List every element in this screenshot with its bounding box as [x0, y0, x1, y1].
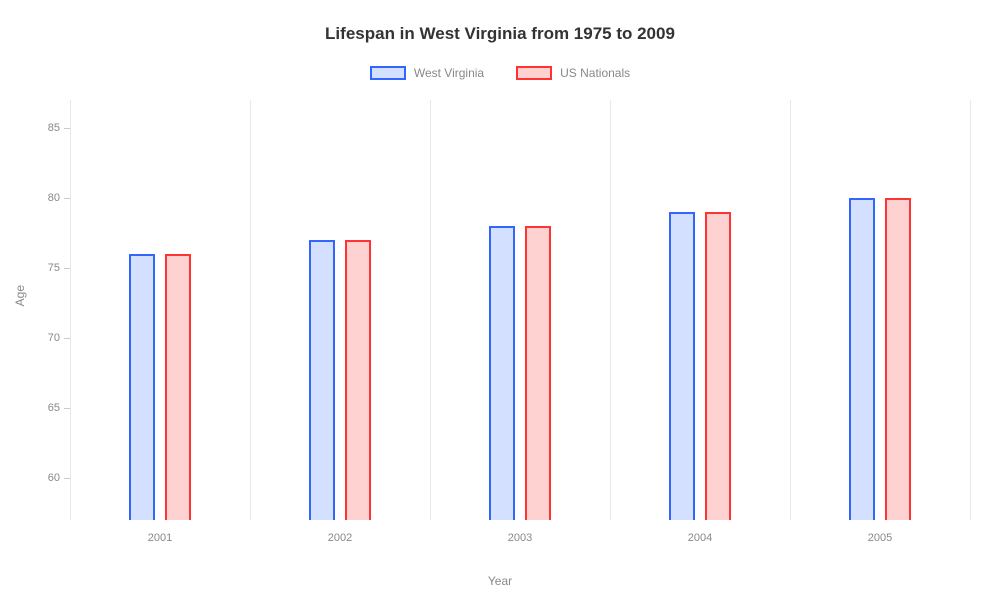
- bar[interactable]: [525, 226, 551, 520]
- y-tick-label: 75: [48, 262, 60, 274]
- y-tick-mark: [64, 198, 70, 199]
- legend-item-wv[interactable]: West Virginia: [370, 66, 484, 80]
- y-tick-label: 60: [48, 472, 60, 484]
- y-tick-mark: [64, 268, 70, 269]
- gridline-v: [790, 100, 791, 520]
- x-tick-label: 2004: [688, 532, 712, 544]
- x-tick-label: 2001: [148, 532, 172, 544]
- y-tick-label: 70: [48, 332, 60, 344]
- gridline-v: [610, 100, 611, 520]
- x-tick-label: 2002: [328, 532, 352, 544]
- x-tick-label: 2003: [508, 532, 532, 544]
- plot-area: 60657075808520012002200320042005: [70, 100, 970, 520]
- gridline-v: [70, 100, 71, 520]
- y-tick-mark: [64, 408, 70, 409]
- legend-label-wv: West Virginia: [414, 66, 484, 80]
- x-tick-label: 2005: [868, 532, 892, 544]
- legend-swatch-wv: [370, 66, 406, 80]
- y-tick-label: 85: [48, 122, 60, 134]
- chart-title: Lifespan in West Virginia from 1975 to 2…: [0, 0, 1000, 44]
- y-tick-label: 80: [48, 192, 60, 204]
- bar[interactable]: [129, 254, 155, 520]
- legend-label-us: US Nationals: [560, 66, 630, 80]
- y-tick-mark: [64, 128, 70, 129]
- bar[interactable]: [885, 198, 911, 520]
- bar[interactable]: [309, 240, 335, 520]
- y-axis-title: Age: [13, 285, 27, 306]
- gridline-v: [250, 100, 251, 520]
- y-tick-mark: [64, 478, 70, 479]
- gridline-v: [430, 100, 431, 520]
- x-axis-title: Year: [488, 574, 512, 588]
- bar[interactable]: [489, 226, 515, 520]
- bar[interactable]: [849, 198, 875, 520]
- bar[interactable]: [165, 254, 191, 520]
- chart-container: Lifespan in West Virginia from 1975 to 2…: [0, 0, 1000, 600]
- bar[interactable]: [669, 212, 695, 520]
- y-tick-mark: [64, 338, 70, 339]
- legend: West Virginia US Nationals: [0, 66, 1000, 80]
- bar[interactable]: [705, 212, 731, 520]
- legend-swatch-us: [516, 66, 552, 80]
- y-tick-label: 65: [48, 402, 60, 414]
- gridline-v: [970, 100, 971, 520]
- legend-item-us[interactable]: US Nationals: [516, 66, 630, 80]
- bar[interactable]: [345, 240, 371, 520]
